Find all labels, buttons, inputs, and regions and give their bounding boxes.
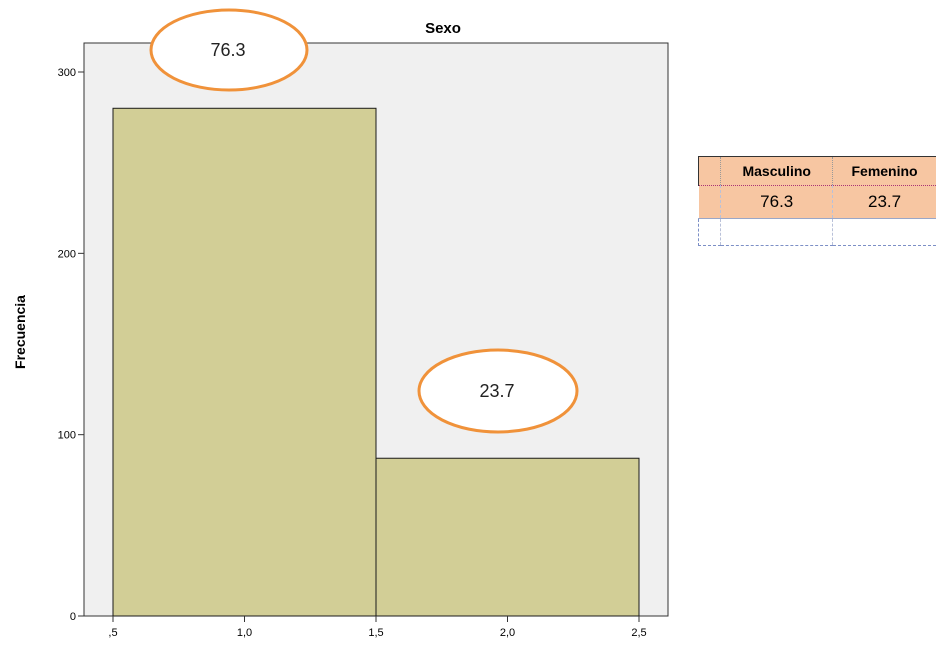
callout-label-right: 23.7 <box>479 381 514 401</box>
x-tick-label: 1,5 <box>368 627 383 639</box>
table-cell: 23.7 <box>832 185 936 219</box>
table-cell <box>697 218 721 246</box>
table-row <box>697 218 936 246</box>
table-header-row: Masculino Femenino <box>697 156 936 186</box>
y-tick-label: 300 <box>58 67 76 79</box>
table-header-cell <box>697 156 721 186</box>
histogram-bar-2 <box>375 457 640 617</box>
x-tick-label: 1,0 <box>237 627 252 639</box>
x-tick-label: 2,0 <box>500 627 515 639</box>
y-axis-label: Frecuencia <box>12 295 28 369</box>
y-tick-label: 100 <box>58 430 76 442</box>
histogram-bar-1 <box>112 107 377 617</box>
x-tick-label: ,5 <box>108 627 117 639</box>
table-cell <box>698 185 721 219</box>
table-cell <box>832 218 936 246</box>
y-tick-label: 200 <box>58 248 76 260</box>
x-tick-label: 2,5 <box>631 627 646 639</box>
callout-label-left: 76.3 <box>210 40 245 60</box>
table-cell <box>720 218 833 246</box>
chart-title: Sexo <box>425 20 461 37</box>
percentage-table: Masculino Femenino 76.3 23.7 <box>697 156 936 246</box>
callout-ellipse-right <box>417 348 579 434</box>
table-header-cell: Masculino <box>720 156 833 186</box>
histogram-chart: Sexo 0 100 200 300 ,5 1,0 1,5 2,0 2,5 Frecuenci… <box>12 8 669 639</box>
table-row: 76.3 23.7 <box>698 185 936 219</box>
table-header-cell: Femenino <box>832 156 936 186</box>
y-tick-label: 0 <box>70 611 76 623</box>
callout-ellipse-left <box>149 8 309 92</box>
table-cell: 76.3 <box>720 185 833 219</box>
